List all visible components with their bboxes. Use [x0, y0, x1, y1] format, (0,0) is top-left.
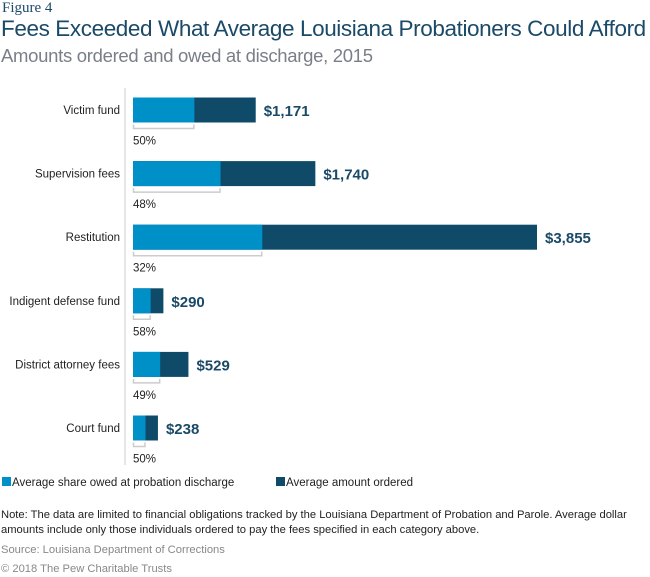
amount-label: $1,171 [264, 103, 310, 120]
amount-label: $3,855 [545, 230, 591, 247]
legend-swatch [2, 477, 11, 486]
chart-subtitle: Amounts ordered and owed at discharge, 2… [1, 45, 373, 66]
chart-title: Fees Exceeded What Average Louisiana Pro… [1, 16, 646, 41]
share-bracket [132, 124, 195, 130]
bar-share-owed [133, 161, 221, 187]
share-bracket [132, 315, 151, 321]
share-bracket [132, 251, 263, 257]
legend-label: Average share owed at probation discharg… [12, 477, 234, 489]
share-bracket [132, 188, 221, 193]
amount-label: $238 [166, 421, 199, 438]
share-label: 50% [133, 136, 156, 148]
figure-label: Figure 4 [2, 0, 53, 16]
amount-label: $290 [171, 294, 204, 311]
category-label: District attorney fees [15, 359, 120, 371]
share-bracket [132, 378, 161, 384]
share-label: 58% [133, 326, 156, 338]
share-label: 49% [133, 390, 156, 402]
share-label: 48% [133, 199, 156, 211]
bar-share-owed [133, 351, 161, 377]
share-label: 50% [133, 454, 156, 466]
category-label: Victim fund [63, 105, 120, 117]
legend-swatch [276, 477, 285, 486]
share-label: 32% [133, 263, 156, 275]
category-label: Indigent defense fund [9, 296, 120, 308]
category-label: Court fund [66, 423, 120, 435]
bar-share-owed [133, 288, 151, 314]
bar-share-owed [133, 97, 195, 123]
chart-note: Note: The data are limited to financial … [1, 509, 627, 536]
bar-share-owed [133, 224, 263, 250]
category-label: Restitution [66, 232, 120, 244]
amount-label: $1,740 [323, 167, 369, 184]
legend-label: Average amount ordered [286, 477, 413, 489]
bar-share-owed [133, 415, 146, 441]
share-bracket [132, 442, 146, 448]
chart-source: Source: Louisiana Department of Correcti… [1, 544, 225, 556]
amount-label: $529 [196, 357, 229, 374]
category-label: Supervision fees [35, 169, 120, 181]
copyright: © 2018 The Pew Charitable Trusts [1, 563, 172, 575]
